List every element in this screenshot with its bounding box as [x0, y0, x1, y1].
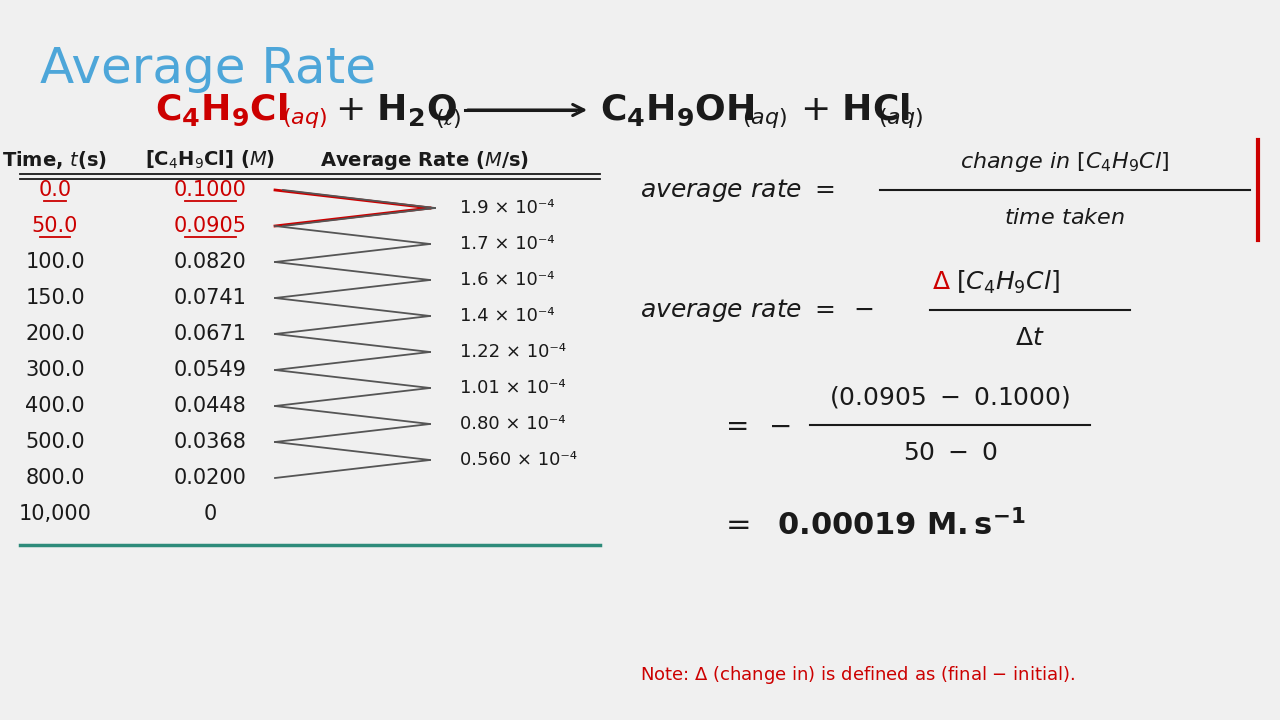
Text: 0.1000: 0.1000	[174, 180, 247, 200]
Text: 1.6 × 10⁻⁴: 1.6 × 10⁻⁴	[460, 271, 554, 289]
Text: Note: $\Delta$ (change in) is defined as (final $-$ initial).: Note: $\Delta$ (change in) is defined as…	[640, 664, 1075, 686]
Text: $\mathit{change\ in\ [C_4H_9Cl]}$: $\mathit{change\ in\ [C_4H_9Cl]}$	[960, 150, 1170, 174]
Text: $(aq)$: $(aq)$	[742, 106, 787, 130]
Text: $\mathit{time\ taken}$: $\mathit{time\ taken}$	[1005, 208, 1125, 228]
Text: 0.0820: 0.0820	[174, 252, 246, 272]
Text: $(aq)$: $(aq)$	[878, 106, 923, 130]
Text: 0.0549: 0.0549	[174, 360, 247, 380]
Text: 1.01 × 10⁻⁴: 1.01 × 10⁻⁴	[460, 379, 566, 397]
Text: [C$_4$H$_9$Cl] ($M$): [C$_4$H$_9$Cl] ($M$)	[145, 149, 275, 171]
Text: 1.4 × 10⁻⁴: 1.4 × 10⁻⁴	[460, 307, 554, 325]
Text: $\mathit{\Delta t}$: $\mathit{\Delta t}$	[1015, 326, 1044, 350]
Text: 0.0671: 0.0671	[174, 324, 247, 344]
Text: 0.560 × 10⁻⁴: 0.560 × 10⁻⁴	[460, 451, 577, 469]
Text: 0.0200: 0.0200	[174, 468, 247, 488]
Text: $(aq)$: $(aq)$	[282, 106, 328, 130]
Text: $\mathit{\Delta}$: $\mathit{\Delta}$	[932, 270, 951, 294]
Text: 100.0: 100.0	[26, 252, 84, 272]
Text: 300.0: 300.0	[26, 360, 84, 380]
Text: 800.0: 800.0	[26, 468, 84, 488]
Text: $\mathit{average\ rate}\ =\ -$: $\mathit{average\ rate}\ =\ -$	[640, 297, 873, 323]
Text: $(\ell)$: $(\ell)$	[435, 106, 462, 130]
Text: 50.0: 50.0	[32, 216, 78, 236]
Text: $\mathbf{C_4H_9OH}$: $\mathbf{C_4H_9OH}$	[600, 92, 754, 127]
Text: Average Rate ($M$/s): Average Rate ($M$/s)	[320, 148, 530, 171]
Text: 1.7 × 10⁻⁴: 1.7 × 10⁻⁴	[460, 235, 554, 253]
Text: 10,000: 10,000	[19, 504, 91, 524]
Text: $+\ \mathbf{H_2O}$: $+\ \mathbf{H_2O}$	[335, 92, 457, 128]
Text: 0.0741: 0.0741	[174, 288, 247, 308]
Text: $\mathit{[C_4H_9Cl]}$: $\mathit{[C_4H_9Cl]}$	[956, 269, 1060, 296]
Text: 1.22 × 10⁻⁴: 1.22 × 10⁻⁴	[460, 343, 566, 361]
Text: 0.0905: 0.0905	[174, 216, 247, 236]
Text: 0.0: 0.0	[38, 180, 72, 200]
Text: $+\ \mathbf{HCl}$: $+\ \mathbf{HCl}$	[800, 93, 910, 127]
Text: $\mathbf{C_4H_9Cl}$: $\mathbf{C_4H_9Cl}$	[155, 92, 288, 128]
Text: $=\ -$: $=\ -$	[719, 411, 791, 439]
Text: $(0.0905\ -\ 0.1000)$: $(0.0905\ -\ 0.1000)$	[829, 384, 1070, 410]
Text: Average Rate: Average Rate	[40, 45, 376, 93]
Text: 0.80 × 10⁻⁴: 0.80 × 10⁻⁴	[460, 415, 566, 433]
Text: 0.0448: 0.0448	[174, 396, 246, 416]
Text: 500.0: 500.0	[26, 432, 84, 452]
Text: $=\ \ \mathbf{0.00019\ M.s^{-1}}$: $=\ \ \mathbf{0.00019\ M.s^{-1}}$	[719, 509, 1025, 541]
Text: $\mathit{average\ rate}\ =$: $\mathit{average\ rate}\ =$	[640, 176, 835, 204]
Text: 1.9 × 10⁻⁴: 1.9 × 10⁻⁴	[460, 199, 554, 217]
Text: 0.0368: 0.0368	[174, 432, 247, 452]
Text: 200.0: 200.0	[26, 324, 84, 344]
Text: 150.0: 150.0	[26, 288, 84, 308]
Text: $50\ -\ 0$: $50\ -\ 0$	[902, 441, 997, 465]
Text: Time, $\mathit{t}$(s): Time, $\mathit{t}$(s)	[3, 149, 108, 171]
Text: 400.0: 400.0	[26, 396, 84, 416]
Text: 0: 0	[204, 504, 216, 524]
